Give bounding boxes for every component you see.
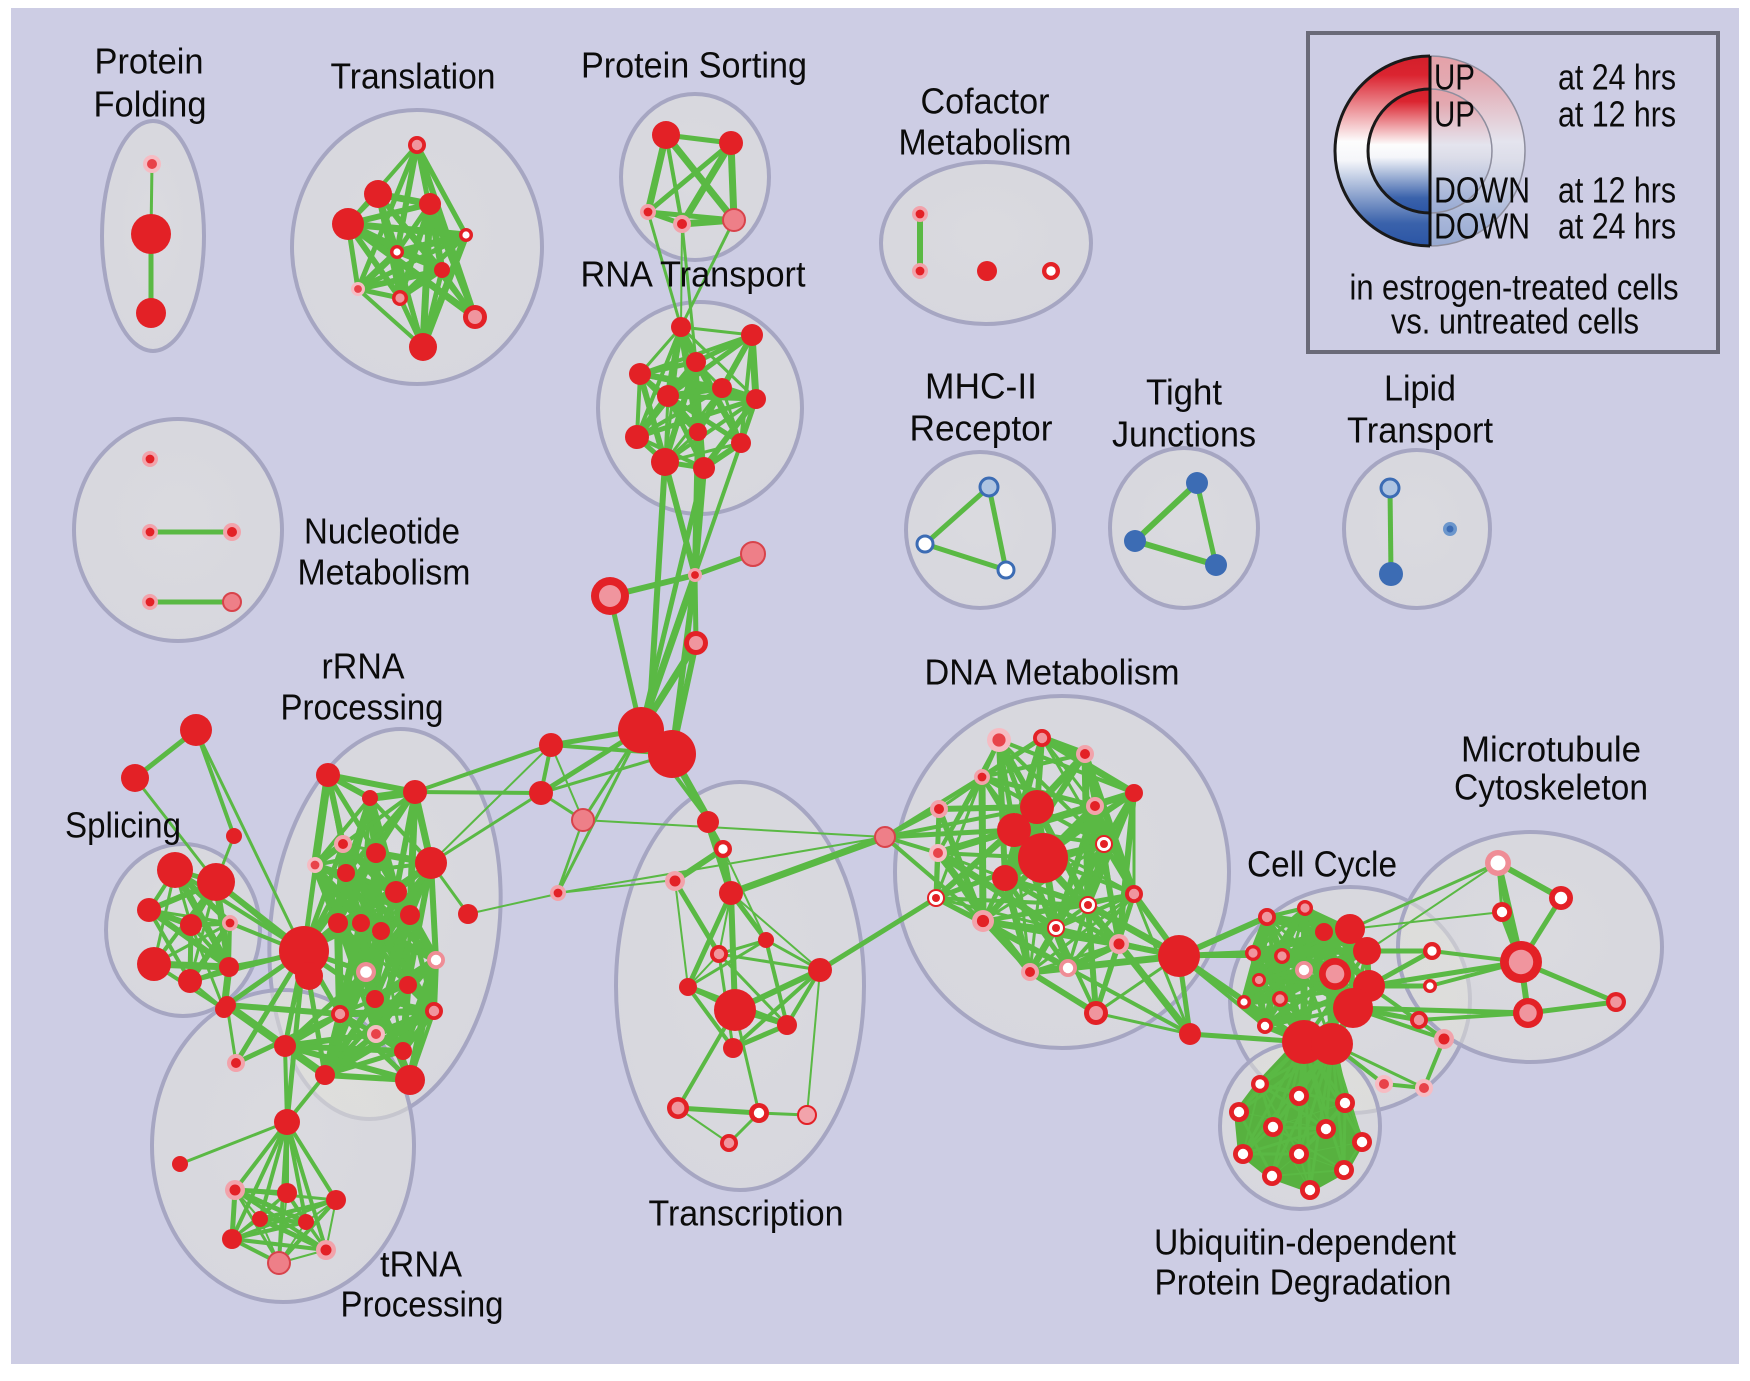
- svg-text:Translation: Translation: [331, 56, 496, 97]
- svg-text:Protein Degradation: Protein Degradation: [1155, 1262, 1452, 1303]
- svg-text:Processing: Processing: [281, 687, 444, 728]
- svg-text:UP: UP: [1434, 94, 1475, 135]
- svg-text:Receptor: Receptor: [910, 408, 1053, 449]
- svg-text:Cofactor: Cofactor: [921, 81, 1050, 122]
- svg-text:Cytoskeleton: Cytoskeleton: [1454, 767, 1648, 808]
- svg-text:MHC-II: MHC-II: [925, 366, 1037, 407]
- svg-text:Metabolism: Metabolism: [298, 552, 471, 593]
- svg-text:in estrogen-treated cells: in estrogen-treated cells: [1350, 267, 1679, 308]
- svg-text:at 24 hrs: at 24 hrs: [1558, 206, 1676, 247]
- svg-text:Ubiquitin-dependent: Ubiquitin-dependent: [1154, 1222, 1456, 1263]
- svg-text:tRNA: tRNA: [380, 1244, 462, 1285]
- svg-text:Processing: Processing: [341, 1284, 504, 1325]
- svg-text:Tight: Tight: [1146, 372, 1222, 413]
- svg-text:Cell Cycle: Cell Cycle: [1247, 844, 1397, 885]
- svg-text:DOWN: DOWN: [1434, 170, 1530, 211]
- svg-text:at 12 hrs: at 12 hrs: [1558, 94, 1676, 135]
- svg-text:Metabolism: Metabolism: [899, 122, 1072, 163]
- svg-text:Lipid: Lipid: [1384, 368, 1456, 409]
- svg-text:rRNA: rRNA: [322, 646, 405, 687]
- svg-text:at 24 hrs: at 24 hrs: [1558, 57, 1676, 98]
- svg-text:at 12 hrs: at 12 hrs: [1558, 170, 1676, 211]
- svg-text:Transcription: Transcription: [649, 1193, 844, 1234]
- svg-text:Folding: Folding: [94, 84, 207, 125]
- svg-text:Protein: Protein: [95, 41, 204, 82]
- svg-text:Protein Sorting: Protein Sorting: [581, 45, 807, 86]
- svg-text:Microtubule: Microtubule: [1461, 729, 1641, 770]
- svg-text:Splicing: Splicing: [65, 805, 181, 846]
- svg-text:DOWN: DOWN: [1434, 206, 1530, 247]
- svg-text:Transport: Transport: [1347, 410, 1493, 451]
- svg-text:DNA Metabolism: DNA Metabolism: [925, 652, 1180, 693]
- svg-text:Junctions: Junctions: [1112, 414, 1256, 455]
- svg-text:Nucleotide: Nucleotide: [304, 511, 460, 552]
- svg-text:vs. untreated cells: vs. untreated cells: [1391, 301, 1639, 342]
- svg-text:RNA Transport: RNA Transport: [581, 254, 806, 295]
- svg-text:UP: UP: [1434, 57, 1475, 98]
